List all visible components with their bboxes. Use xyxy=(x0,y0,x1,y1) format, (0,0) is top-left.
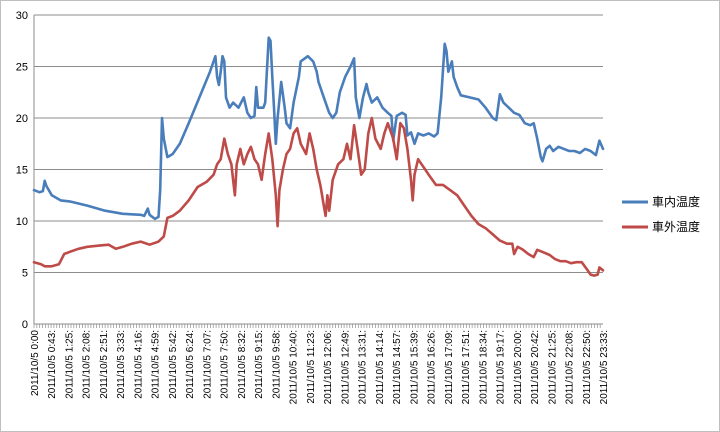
x-tick-label: 2011/10/5 8:32: xyxy=(237,330,248,399)
grid-lines xyxy=(34,14,603,325)
x-tick-label: 2011/10/5 14:14: xyxy=(375,330,386,404)
axes xyxy=(33,15,603,328)
series-line-1 xyxy=(32,116,605,277)
x-tick-label: 2011/10/5 21:25: xyxy=(547,330,558,404)
x-tick-label: 2011/10/5 13:31: xyxy=(358,330,369,404)
x-tick-label: 2011/10/5 0:00 xyxy=(30,330,41,396)
x-tick-label: 2011/10/5 10:40: xyxy=(289,330,300,404)
x-tick-label: 2011/10/5 7:50: xyxy=(220,330,231,399)
x-tick-label: 2011/10/5 14:57: xyxy=(392,330,403,404)
y-tick-label: 20 xyxy=(16,113,28,125)
x-tick-label: 2011/10/5 17:51: xyxy=(461,330,472,404)
x-tick-label: 2011/10/5 20:00: xyxy=(513,330,524,404)
x-tick-label: 2011/10/5 11:23: xyxy=(306,330,317,404)
series-line-0 xyxy=(32,36,605,221)
y-tick-label: 25 xyxy=(16,62,28,74)
x-tick-label: 2011/10/5 4:59: xyxy=(151,330,162,399)
y-tick-labels: 0 5 10 15 20 25 30 xyxy=(16,10,28,331)
x-tick-label: 2011/10/5 12:49: xyxy=(340,330,351,404)
x-tick-label: 2011/10/5 18:34: xyxy=(478,330,489,404)
y-tick-label: 30 xyxy=(16,10,28,22)
x-tick-label: 2011/10/5 2:51: xyxy=(99,330,110,399)
y-tick-label: 0 xyxy=(22,319,28,331)
x-tick-label: 2011/10/5 6:24: xyxy=(185,330,196,399)
legend-label-0: 車内温度 xyxy=(652,194,700,209)
x-tick-label: 2011/10/5 4:16: xyxy=(133,330,144,399)
x-tick-label: 2011/10/5 9:15: xyxy=(254,330,265,399)
x-tick-label: 2011/10/5 9:58: xyxy=(271,330,282,399)
x-tick-label: 2011/10/5 20:42: xyxy=(530,330,541,404)
x-tick-label: 2011/10/5 22:08: xyxy=(565,330,576,404)
x-tick-label: 2011/10/5 7:07: xyxy=(202,330,213,399)
x-tick-label: 2011/10/5 3:33: xyxy=(116,330,127,399)
x-tick-label: 2011/10/5 5:42: xyxy=(168,330,179,399)
x-tick-label: 2011/10/5 16:26: xyxy=(427,330,438,404)
x-tick-label: 2011/10/5 12:06: xyxy=(323,330,334,404)
x-tick-label: 2011/10/5 1:25: xyxy=(64,330,75,399)
x-tick-label: 2011/10/5 19:17: xyxy=(496,330,507,404)
y-tick-label: 15 xyxy=(16,165,28,177)
x-tick-label: 2011/10/5 15:39: xyxy=(409,330,420,404)
x-tick-label: 2011/10/5 2:08: xyxy=(82,330,93,399)
series-lines xyxy=(32,36,605,277)
x-tick-label: 2011/10/5 17:09: xyxy=(444,330,455,404)
x-tick-label: 2011/10/5 0:43: xyxy=(47,330,58,399)
x-tick-label: 2011/10/5 22:50: xyxy=(582,330,593,404)
x-tick-labels: 2011/10/5 0:00 2011/10/5 0:43: 2011/10/5 1… xyxy=(30,330,610,405)
y-tick-label: 10 xyxy=(16,216,28,228)
x-tick-label: 2011/10/5 23:33: xyxy=(599,330,610,404)
legend-label-1: 車外温度 xyxy=(652,219,700,234)
y-tick-label: 5 xyxy=(22,268,28,280)
